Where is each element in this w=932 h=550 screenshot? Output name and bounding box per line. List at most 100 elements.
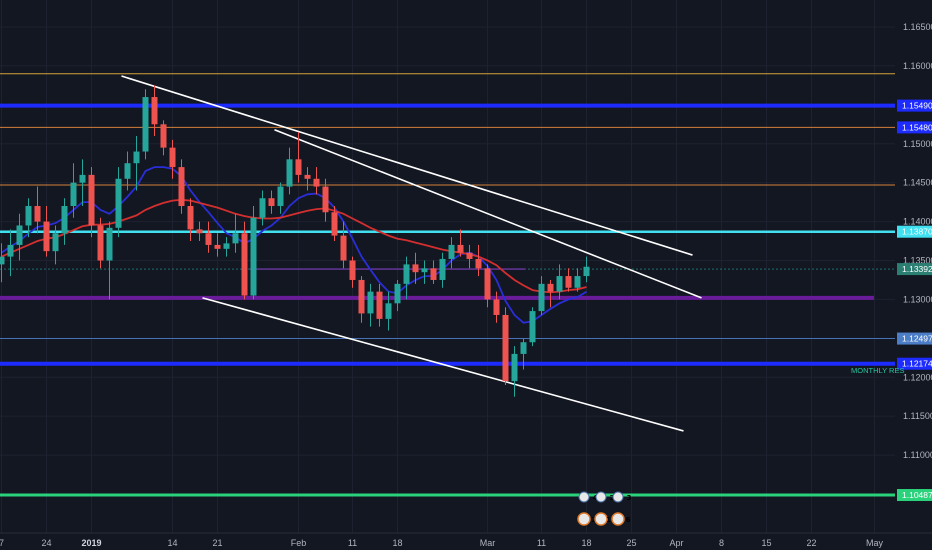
time-tick-label: 18 (581, 538, 591, 548)
price-tick-label: 1.16000 (903, 61, 932, 71)
time-axis[interactable]: 7 24 2019 14 21 Feb 11 18 Mar 11 18 25 Apr 8 15 22 May (0, 532, 932, 548)
candle-up (538, 283, 545, 312)
trendlines[interactable] (121, 75, 702, 432)
event-flag-icon[interactable] (578, 491, 590, 503)
candle-down (322, 186, 329, 213)
candle-down (358, 279, 365, 314)
horizontal-levels[interactable] (0, 73, 895, 497)
candle-up (583, 266, 590, 277)
price-axis[interactable]: 1.165001.160001.155001.150001.145001.140… (897, 22, 932, 502)
trendline[interactable] (274, 128, 702, 299)
candle-up (403, 264, 410, 284)
price-tag[interactable] (897, 121, 932, 134)
price-tick-label: 1.11000 (903, 450, 932, 460)
time-tick-label: 24 (41, 538, 51, 548)
time-tick-label: 18 (392, 538, 402, 548)
candle-down (160, 124, 167, 148)
candle-up (61, 206, 68, 234)
candle-down (241, 233, 248, 296)
price-tick-label: 1.12000 (903, 372, 932, 382)
price-tag-label: 1.13870 (902, 227, 932, 237)
candle-up (79, 174, 86, 183)
event-count: 2 (592, 516, 597, 524)
price-tick-label: 1.13500 (903, 256, 932, 266)
time-tick-label: Mar (480, 538, 496, 548)
candle-down (484, 268, 491, 300)
candle-up (133, 151, 140, 164)
time-tick-label: 11 (348, 538, 357, 548)
candle-up (277, 186, 284, 207)
candle-up (439, 258, 446, 280)
event-count: 3 (627, 494, 632, 502)
candle-down (34, 206, 41, 222)
price-tag[interactable] (897, 225, 932, 238)
price-tag-label: 1.10487 (902, 490, 932, 500)
candle-down (97, 225, 104, 261)
candle-down (430, 268, 437, 280)
candle-up (574, 276, 581, 288)
event-flag-icon[interactable] (612, 491, 624, 503)
candle-down (205, 233, 212, 245)
candle-down (187, 206, 194, 230)
candle-down (349, 260, 356, 280)
candle-down (466, 252, 473, 259)
price-tick-label: 1.15000 (903, 139, 932, 149)
candle-down (151, 97, 158, 125)
candle-up (259, 198, 266, 218)
candle-down (475, 258, 482, 269)
price-tag[interactable] (897, 489, 932, 502)
price-tick-label: 1.13000 (903, 294, 932, 304)
candles (0, 85, 590, 397)
event-count: 2 (610, 494, 615, 502)
price-tag-label: 1.15490 (902, 101, 932, 111)
price-tag-label: 1.15480 (902, 122, 932, 132)
time-tick-label: 14 (167, 538, 177, 548)
price-tag-label: 1.12497 (902, 334, 932, 344)
candle-up (250, 217, 257, 296)
time-tick-label: Feb (291, 538, 307, 548)
event-count: 4 (593, 494, 598, 502)
candle-up (16, 225, 23, 245)
candle-up (556, 276, 563, 292)
event-flag-icon[interactable] (595, 491, 607, 503)
trendline[interactable] (202, 297, 684, 432)
price-tag[interactable] (897, 357, 932, 370)
time-tick-label: 22 (806, 538, 816, 548)
event-flag-icon[interactable] (611, 512, 625, 526)
trendline[interactable] (121, 75, 693, 256)
candle-up (0, 256, 5, 265)
candle-down (502, 314, 509, 382)
time-tick-label: 2019 (81, 538, 101, 548)
time-tick-label: 25 (626, 538, 636, 548)
candle-up (529, 311, 536, 343)
price-tag-label: 1.12174 (902, 359, 932, 369)
candle-up (367, 291, 374, 314)
candle-up (52, 233, 59, 252)
candle-up (223, 243, 230, 249)
time-tick-label: 8 (719, 538, 724, 548)
candle-down (304, 174, 311, 179)
candle-up (232, 233, 239, 244)
ma-fast-line (0, 166, 587, 324)
candle-down (331, 212, 338, 236)
candle-up (520, 342, 527, 354)
price-tag[interactable] (897, 263, 932, 276)
candle-down (547, 283, 554, 292)
event-flag-icon[interactable] (577, 512, 591, 526)
time-tick-label: 7 (0, 538, 4, 548)
price-tag[interactable] (897, 99, 932, 112)
monthly-res-label: MONTHLY RES (851, 366, 904, 375)
price-tick-label: 1.11500 (903, 411, 932, 421)
candle-up (286, 159, 293, 187)
candle-up (124, 163, 131, 179)
economic-events[interactable]: 4 2 3 2 11 6 (577, 491, 632, 526)
price-tick-label: 1.16500 (903, 22, 932, 32)
price-tag[interactable] (897, 332, 932, 345)
candle-down (214, 244, 221, 249)
time-tick-label: Apr (669, 538, 683, 548)
time-tick-label: 11 (537, 538, 546, 548)
candle-down (196, 229, 203, 234)
event-flag-icon[interactable] (594, 512, 608, 526)
